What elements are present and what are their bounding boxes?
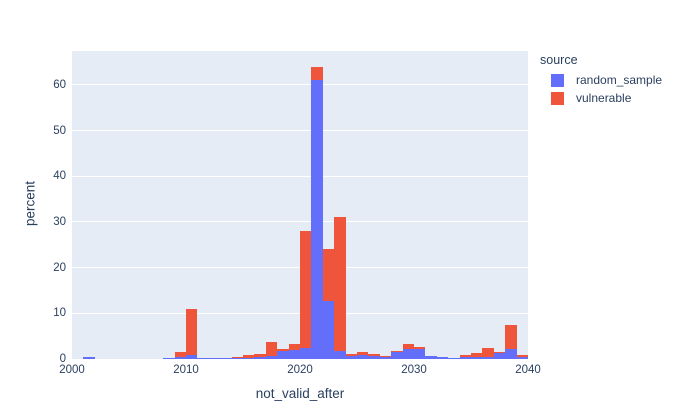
- x-tick-label-2000: 2000: [59, 364, 85, 376]
- x-tick-label-2020: 2020: [287, 364, 313, 376]
- bar-random_sample-2012[interactable]: [208, 358, 221, 359]
- bar-random_sample-2011[interactable]: [197, 358, 209, 359]
- bar-random_sample-2026[interactable]: [368, 356, 380, 359]
- bar-random_sample-2033[interactable]: [448, 358, 460, 359]
- bar-random_sample-2025[interactable]: [357, 355, 369, 359]
- bar-random_sample-2008[interactable]: [163, 358, 175, 359]
- y-tick-label-40: 40: [53, 170, 66, 183]
- bar-vulnerable-2035[interactable]: [471, 353, 483, 359]
- legend-items: random_sample vulnerable: [540, 73, 662, 105]
- x-axis-title: not_valid_after: [255, 386, 345, 401]
- legend-label-vulnerable: vulnerable: [576, 91, 632, 105]
- bar-vulnerable-2015[interactable]: [243, 355, 255, 359]
- bar-random_sample-2030[interactable]: [414, 348, 426, 359]
- legend-item-random_sample[interactable]: random_sample: [540, 73, 662, 87]
- bar-random_sample-2027[interactable]: [379, 356, 392, 359]
- y-tick-label-60: 60: [53, 78, 66, 91]
- bar-vulnerable-2020[interactable]: [300, 231, 312, 359]
- bar-vulnerable-2036[interactable]: [482, 347, 494, 359]
- bar-vulnerable-2023[interactable]: [334, 217, 346, 359]
- x-tick-label-2040: 2040: [515, 364, 541, 376]
- bar-random_sample-2031[interactable]: [425, 355, 437, 359]
- bar-random_sample-2014[interactable]: [231, 357, 243, 359]
- y-tick-label-0: 0: [59, 353, 66, 365]
- gridline-40: [72, 175, 528, 177]
- bar-vulnerable-2010[interactable]: [186, 308, 198, 359]
- bar-vulnerable-2016[interactable]: [254, 354, 266, 359]
- bar-random_sample-2017[interactable]: [265, 356, 278, 359]
- y-tick-label-20: 20: [53, 261, 66, 274]
- y-tick-label-50: 50: [53, 124, 66, 137]
- bar-random_sample-2021[interactable]: [311, 80, 323, 359]
- bar-random_sample-2035[interactable]: [471, 357, 483, 359]
- plot-area: [72, 51, 528, 359]
- bar-random_sample-2034[interactable]: [459, 357, 471, 359]
- bar-random_sample-2018[interactable]: [277, 351, 289, 359]
- bar-random_sample-2032[interactable]: [436, 356, 449, 359]
- bar-random_sample-2010[interactable]: [186, 355, 198, 359]
- bar-random_sample-2013[interactable]: [220, 357, 232, 359]
- gridline-60: [72, 84, 528, 86]
- bar-random_sample-2016[interactable]: [254, 357, 266, 359]
- bar-random_sample-2028[interactable]: [391, 351, 403, 359]
- bar-vulnerable-2009[interactable]: [174, 352, 186, 359]
- bar-random_sample-2037[interactable]: [493, 353, 506, 359]
- x-tick-label-2010: 2010: [173, 364, 199, 376]
- bar-random_sample-2029[interactable]: [402, 348, 414, 359]
- bar-random_sample-2023[interactable]: [334, 350, 346, 359]
- bar-random_sample-2039[interactable]: [516, 356, 528, 359]
- y-axis-title: percent: [22, 180, 38, 227]
- legend-label-random_sample: random_sample: [576, 73, 663, 87]
- bar-random_sample-2036[interactable]: [482, 356, 494, 359]
- bar-random_sample-2015[interactable]: [243, 357, 255, 359]
- bar-random_sample-2001[interactable]: [83, 357, 95, 359]
- legend-title: source: [540, 53, 578, 67]
- bar-random_sample-2019[interactable]: [288, 349, 300, 359]
- bar-vulnerable-2038[interactable]: [505, 324, 517, 359]
- bar-vulnerable-2034[interactable]: [459, 354, 471, 359]
- bar-random_sample-2024[interactable]: [345, 356, 357, 359]
- legend-swatch-random_sample-icon: [551, 73, 564, 87]
- bar-random_sample-2009[interactable]: [174, 357, 186, 359]
- legend-item-vulnerable[interactable]: vulnerable: [540, 91, 662, 105]
- bar-random_sample-2038[interactable]: [505, 348, 517, 359]
- y-tick-label-30: 30: [53, 215, 66, 228]
- y-tick-label-10: 10: [53, 307, 66, 320]
- bar-random_sample-2022[interactable]: [322, 300, 335, 359]
- legend-swatch-vulnerable-icon: [551, 91, 564, 105]
- gridline-30: [72, 221, 528, 223]
- x-tick-label-2030: 2030: [401, 364, 427, 376]
- gridline-50: [72, 130, 528, 131]
- legend: source random_sample vulnerable: [540, 53, 662, 109]
- bar-vulnerable-2017[interactable]: [265, 341, 278, 359]
- bar-random_sample-2020[interactable]: [300, 347, 312, 359]
